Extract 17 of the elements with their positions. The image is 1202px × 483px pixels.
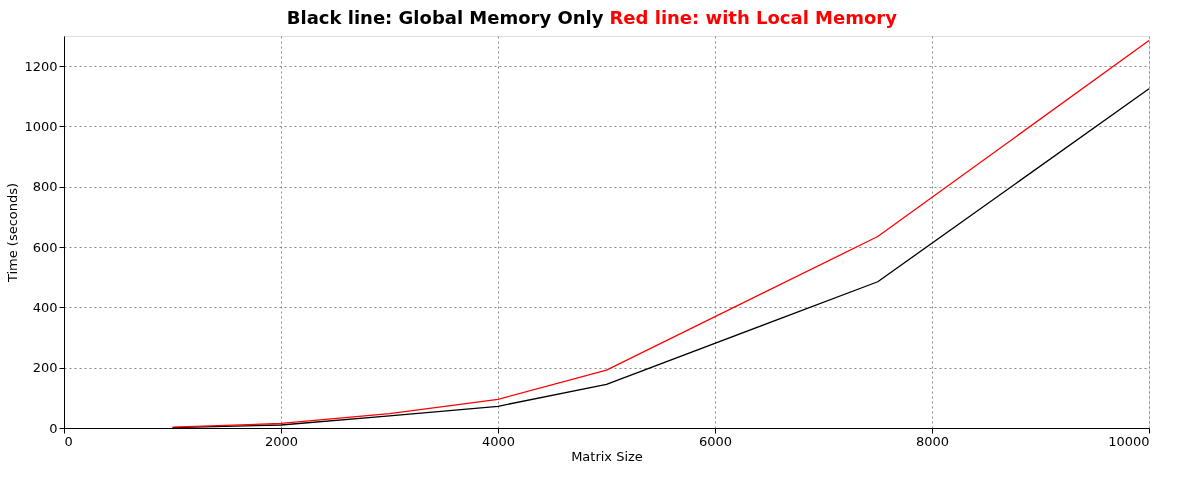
x-tick-label: 0 [64,433,73,449]
y-tick-label: 800 [32,179,58,195]
y-tick-label: 1000 [24,118,58,134]
text: Red line: with Local Memory [609,7,898,28]
x-tick-label: 8000 [915,433,950,449]
y-tick-label: 0 [49,420,58,436]
y-tick-label: 400 [32,299,58,315]
x-tick-label: 6000 [698,433,733,449]
y-axis-title: Time (seconds) [5,182,21,284]
x-tick-label: 4000 [481,433,516,449]
y-tick-label: 600 [32,239,58,255]
x-axis-title: Matrix Size [571,448,643,464]
text: Black line: Global Memory Only [286,7,604,28]
x-tick-label: 2000 [264,433,299,449]
x-tick-label: 10000 [1108,433,1150,449]
y-tick-label: 1200 [24,58,58,74]
y-tick-label: 200 [32,360,58,376]
